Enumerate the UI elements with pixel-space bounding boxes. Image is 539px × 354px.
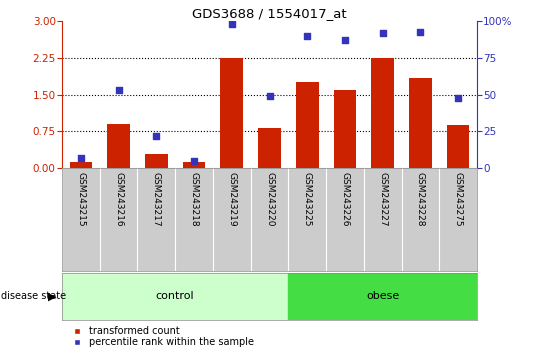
Bar [183, 162, 205, 168]
Point [416, 29, 425, 34]
Text: control: control [156, 291, 195, 302]
Text: GSM243227: GSM243227 [378, 172, 387, 227]
Text: disease state: disease state [1, 291, 66, 302]
Text: GSM243216: GSM243216 [114, 172, 123, 227]
Point [227, 21, 236, 27]
Point [265, 93, 274, 99]
Text: GSM243218: GSM243218 [190, 172, 198, 227]
Text: GSM243219: GSM243219 [227, 172, 236, 227]
Bar [371, 58, 394, 168]
Bar [107, 124, 130, 168]
Text: GSM243226: GSM243226 [341, 172, 349, 227]
Bar [145, 154, 168, 168]
Bar [258, 128, 281, 168]
Text: obese: obese [366, 291, 399, 302]
Bar [70, 162, 92, 168]
Point [114, 87, 123, 93]
Point [454, 95, 462, 101]
Bar [334, 90, 356, 168]
Text: GSM243275: GSM243275 [454, 172, 462, 227]
Bar [296, 82, 319, 168]
Point [378, 30, 387, 36]
Text: GSM243228: GSM243228 [416, 172, 425, 227]
Point [152, 133, 161, 139]
Bar [62, 273, 288, 320]
Text: GSM243215: GSM243215 [77, 172, 85, 227]
Bar [447, 125, 469, 168]
Title: GDS3688 / 1554017_at: GDS3688 / 1554017_at [192, 7, 347, 20]
Legend: transformed count, percentile rank within the sample: transformed count, percentile rank withi… [67, 326, 254, 347]
Point [190, 158, 198, 164]
Point [303, 33, 312, 39]
Text: GSM243220: GSM243220 [265, 172, 274, 227]
Point [341, 38, 349, 43]
Text: ▶: ▶ [48, 291, 57, 302]
Bar [288, 273, 477, 320]
Bar [409, 78, 432, 168]
Text: GSM243225: GSM243225 [303, 172, 312, 227]
Point [77, 155, 85, 161]
Text: GSM243217: GSM243217 [152, 172, 161, 227]
Bar [220, 58, 243, 168]
